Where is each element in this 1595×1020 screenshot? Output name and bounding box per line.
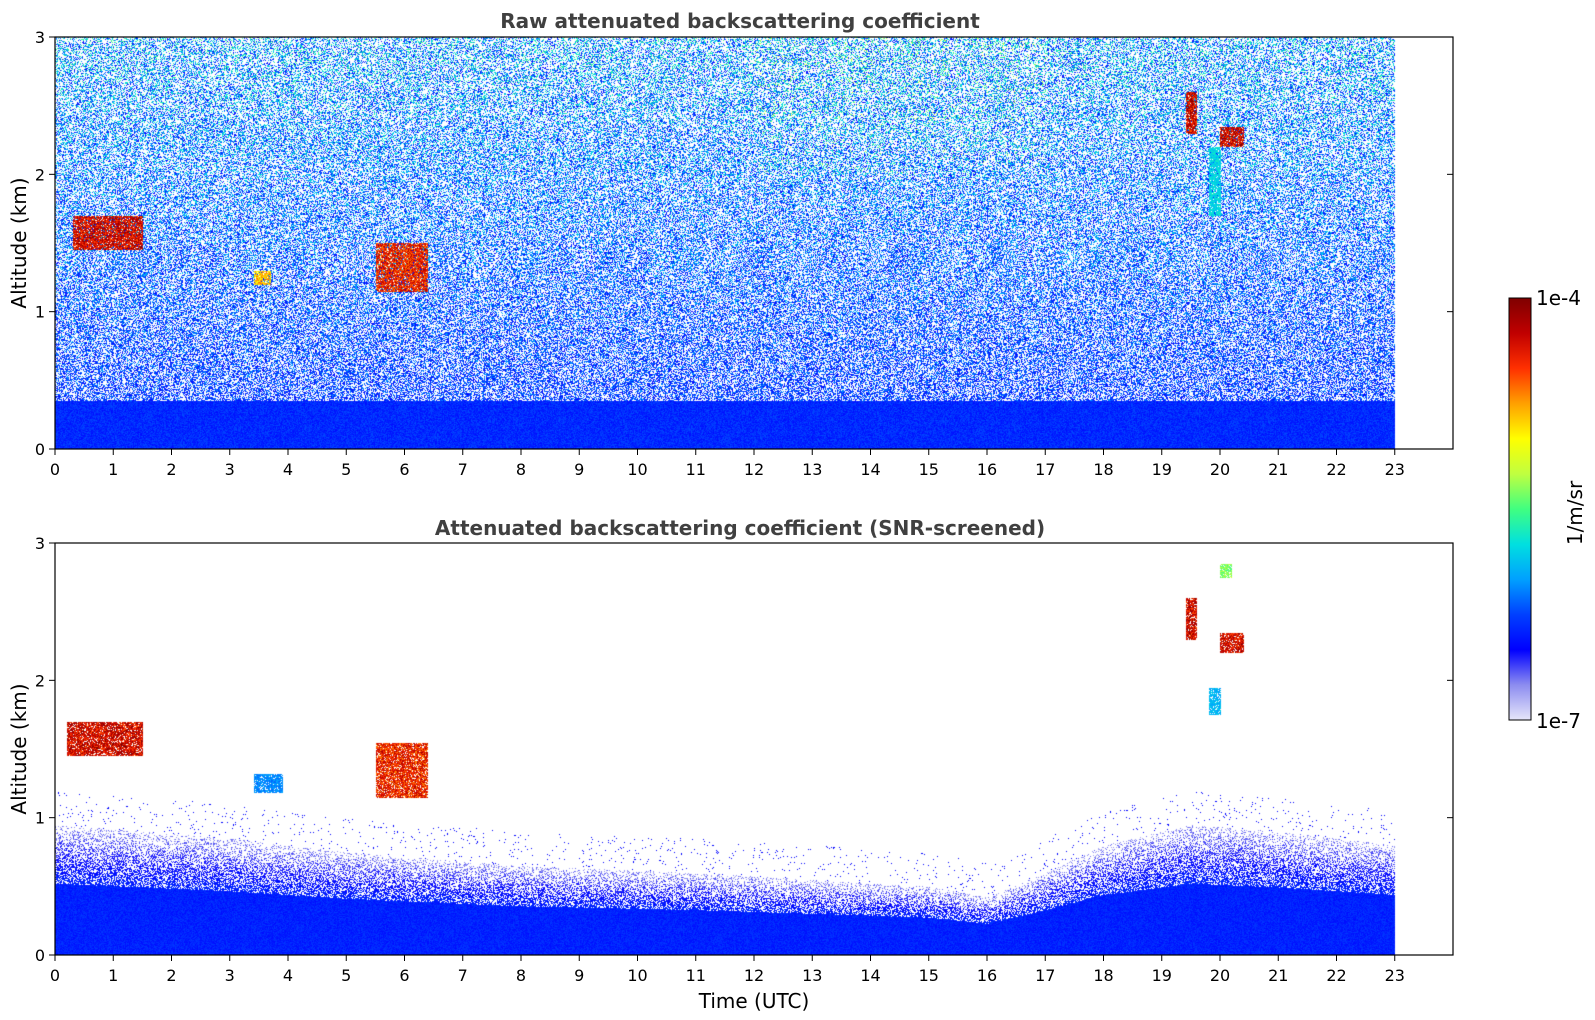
- colorbar-unit-label: 1/m/sr: [1563, 480, 1587, 545]
- chart-title: Raw attenuated backscattering coefficien…: [500, 9, 980, 33]
- y-tick-label: 1: [35, 303, 45, 322]
- x-tick-label: 7: [458, 460, 468, 479]
- panel-screened: Attenuated backscattering coefficient (S…: [7, 516, 1454, 1013]
- x-tick-label: 22: [1326, 460, 1346, 479]
- x-tick-label: 18: [1093, 460, 1113, 479]
- x-tick-label: 19: [1152, 460, 1172, 479]
- x-tick-label: 15: [919, 966, 939, 985]
- x-tick-label: 7: [458, 966, 468, 985]
- x-tick-label: 3: [225, 966, 235, 985]
- x-tick-label: 8: [516, 966, 526, 985]
- x-tick-label: 21: [1268, 460, 1288, 479]
- x-tick-label: 14: [860, 460, 880, 479]
- x-tick-label: 11: [686, 966, 706, 985]
- colorbar-max-label: 1e-4: [1536, 286, 1581, 310]
- y-tick-label: 3: [35, 28, 45, 47]
- x-axis-ticks: 0 1 2 3 4 5 6 7 8 9 10 11 12 13 14 15 16 17 18 19 20 21 22 23: [50, 449, 1405, 479]
- x-tick-label: 16: [977, 460, 997, 479]
- x-tick-label: 13: [802, 460, 822, 479]
- x-tick-label: 3: [225, 460, 235, 479]
- x-tick-label: 5: [341, 460, 351, 479]
- y-axis-label: Altitude (km): [7, 177, 31, 308]
- x-tick-label: 1: [108, 460, 118, 479]
- x-tick-label: 11: [686, 460, 706, 479]
- x-tick-label: 23: [1385, 966, 1405, 985]
- x-tick-label: 0: [50, 460, 60, 479]
- x-tick-label: 2: [166, 966, 176, 985]
- x-tick-label: 1: [108, 966, 118, 985]
- heatmap-raw-plot: [55, 37, 1453, 449]
- x-tick-label: 5: [341, 966, 351, 985]
- x-tick-label: 21: [1268, 966, 1288, 985]
- x-tick-label: 22: [1326, 966, 1346, 985]
- y-axis-ticks: 0 1 2 3: [35, 534, 1453, 965]
- x-tick-label: 9: [574, 460, 584, 479]
- colorbar-min-label: 1e-7: [1536, 709, 1581, 733]
- x-tick-label: 4: [283, 460, 293, 479]
- y-tick-label: 2: [35, 671, 45, 690]
- x-tick-label: 13: [802, 966, 822, 985]
- y-tick-label: 0: [35, 440, 45, 459]
- x-tick-label: 16: [977, 966, 997, 985]
- x-tick-label: 20: [1210, 966, 1230, 985]
- x-tick-label: 0: [50, 966, 60, 985]
- x-tick-label: 4: [283, 966, 293, 985]
- x-tick-label: 15: [919, 460, 939, 479]
- x-tick-label: 6: [399, 966, 409, 985]
- x-tick-label: 17: [1035, 966, 1055, 985]
- x-tick-label: 14: [860, 966, 880, 985]
- y-tick-label: 1: [35, 809, 45, 828]
- x-tick-label: 9: [574, 966, 584, 985]
- chart-title: Attenuated backscattering coefficient (S…: [435, 516, 1045, 540]
- x-tick-label: 6: [399, 460, 409, 479]
- x-tick-label: 23: [1385, 460, 1405, 479]
- x-tick-label: 19: [1152, 966, 1172, 985]
- x-tick-label: 12: [744, 460, 764, 479]
- y-tick-label: 3: [35, 534, 45, 553]
- x-axis-ticks: 0 1 2 3 4 5 6 7 8 9 10 11 12 13 14 15 16 17 18 19 20 21 22 23: [50, 955, 1405, 985]
- colorbar-gradient: [1508, 297, 1532, 721]
- x-tick-label: 10: [627, 460, 647, 479]
- y-axis-label: Altitude (km): [7, 683, 31, 814]
- y-axis-ticks: 0 1 2 3: [35, 28, 1453, 459]
- x-tick-label: 12: [744, 966, 764, 985]
- panel-raw: Raw attenuated backscattering coefficien…: [7, 9, 1454, 479]
- heatmap-screened-plot: [55, 543, 1453, 955]
- x-tick-label: 10: [627, 966, 647, 985]
- x-tick-label: 20: [1210, 460, 1230, 479]
- x-tick-label: 8: [516, 460, 526, 479]
- y-tick-label: 0: [35, 946, 45, 965]
- y-tick-label: 2: [35, 165, 45, 184]
- colorbar: 1e-4 1e-7 1/m/sr: [1508, 286, 1587, 733]
- x-tick-label: 2: [166, 460, 176, 479]
- x-tick-label: 17: [1035, 460, 1055, 479]
- x-axis-label: Time (UTC): [698, 989, 810, 1013]
- x-tick-label: 18: [1093, 966, 1113, 985]
